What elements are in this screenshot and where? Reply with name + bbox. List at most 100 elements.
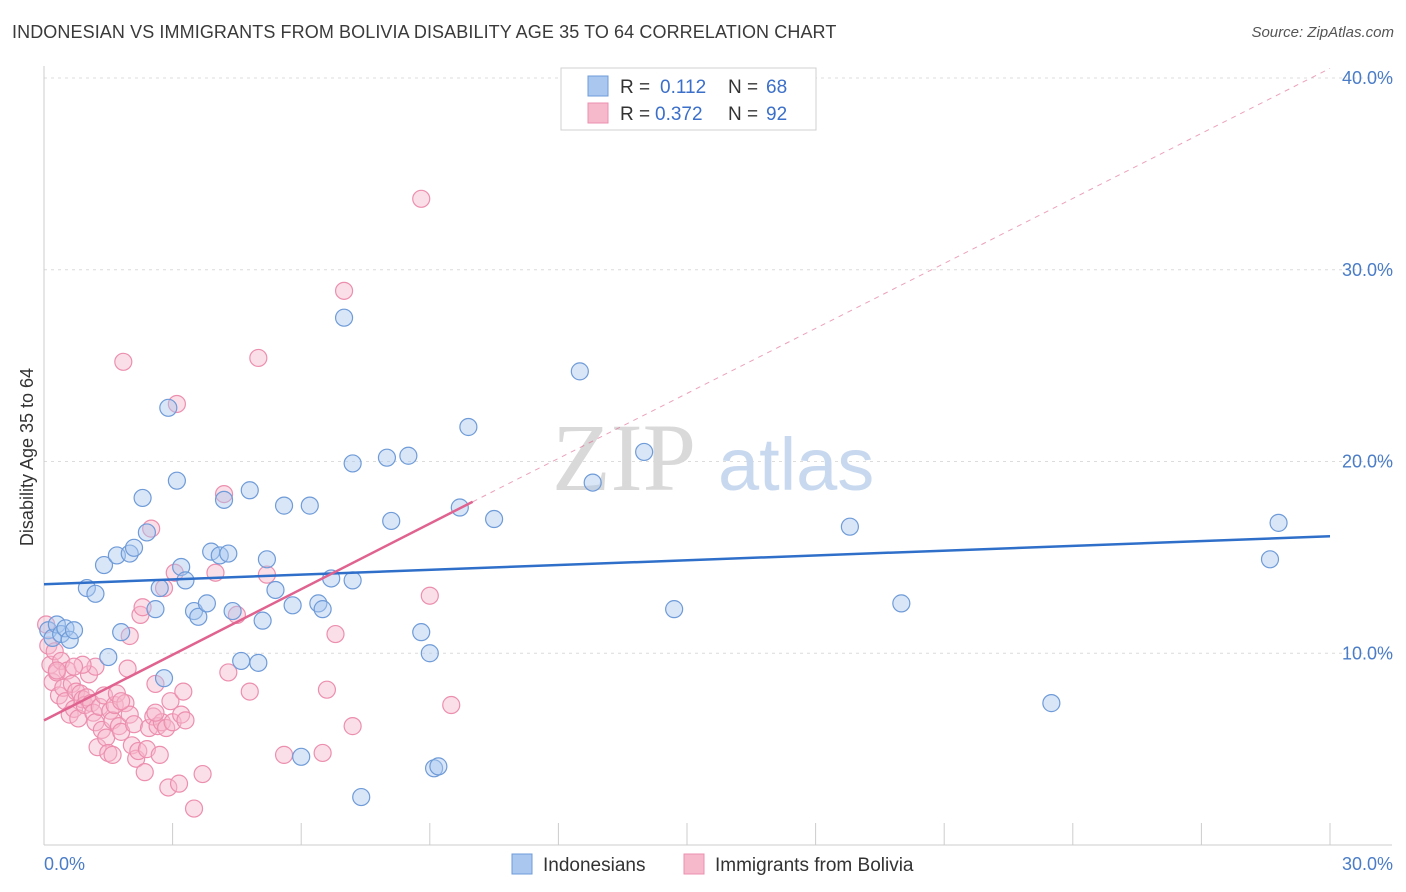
point-immigrants-from-bolivia bbox=[249, 348, 268, 368]
point-indonesians bbox=[429, 757, 448, 776]
point-indonesians bbox=[343, 454, 362, 473]
point-immigrants-from-bolivia bbox=[146, 703, 165, 722]
point-indonesians bbox=[154, 669, 174, 688]
point-immigrants-from-bolivia bbox=[184, 799, 204, 818]
y-tick-label: 10.0% bbox=[1342, 643, 1393, 663]
legend-swatch-pink bbox=[587, 102, 609, 124]
trend-lines bbox=[43, 67, 1331, 722]
point-indonesians bbox=[570, 362, 589, 381]
point-indonesians bbox=[266, 580, 285, 600]
point-immigrants-from-bolivia bbox=[120, 626, 139, 646]
bottom-legend: Indonesians Immigrants from Bolivia bbox=[511, 853, 914, 876]
trend-line-indonesians bbox=[43, 535, 1331, 586]
point-indonesians bbox=[892, 594, 911, 613]
point-indonesians bbox=[60, 630, 79, 649]
point-indonesians bbox=[343, 571, 362, 590]
grid-layer bbox=[44, 77, 1392, 654]
point-immigrants-from-bolivia bbox=[193, 764, 212, 784]
point-indonesians bbox=[189, 607, 208, 626]
point-indonesians bbox=[133, 488, 152, 508]
point-immigrants-from-bolivia bbox=[47, 661, 66, 680]
legend-n-value-2: 92 bbox=[766, 104, 787, 125]
point-immigrants-from-bolivia bbox=[159, 778, 178, 797]
point-indonesians bbox=[150, 578, 169, 598]
point-immigrants-from-bolivia bbox=[176, 711, 195, 730]
bottom-legend-swatch-pink bbox=[683, 853, 705, 875]
tick-labels: 10.0% 20.0% 30.0% 40.0% 0.0% 30.0% bbox=[44, 68, 1393, 874]
y-tick-label: 20.0% bbox=[1342, 452, 1393, 472]
point-immigrants-from-bolivia bbox=[124, 715, 144, 734]
point-immigrants-from-bolivia bbox=[64, 657, 84, 676]
trend-line-immigrants-from-bolivia bbox=[43, 500, 474, 722]
point-indonesians bbox=[257, 550, 277, 569]
point-immigrants-from-bolivia bbox=[420, 586, 439, 605]
point-indonesians bbox=[300, 496, 319, 515]
bottom-legend-label-indonesians: Indonesians bbox=[543, 855, 645, 876]
point-indonesians bbox=[1042, 694, 1061, 713]
point-indonesians bbox=[86, 584, 105, 603]
point-immigrants-from-bolivia bbox=[120, 705, 139, 724]
point-indonesians bbox=[94, 555, 114, 575]
point-immigrants-from-bolivia bbox=[343, 717, 362, 736]
point-indonesians bbox=[253, 611, 272, 630]
point-indonesians bbox=[167, 471, 186, 490]
point-indonesians bbox=[382, 511, 401, 531]
point-indonesians bbox=[249, 653, 268, 672]
point-immigrants-from-bolivia bbox=[103, 745, 122, 764]
point-indonesians bbox=[197, 594, 216, 613]
legend-r-label-1: R = bbox=[620, 77, 650, 98]
legend-n-label-2: N = bbox=[728, 104, 758, 125]
point-indonesians bbox=[146, 600, 165, 619]
point-immigrants-from-bolivia bbox=[112, 692, 131, 711]
point-indonesians bbox=[159, 398, 178, 417]
point-indonesians bbox=[292, 747, 311, 766]
point-immigrants-from-bolivia bbox=[412, 189, 431, 208]
legend-r-label-2: R = bbox=[620, 104, 650, 125]
point-immigrants-from-bolivia bbox=[214, 484, 234, 504]
point-immigrants-from-bolivia bbox=[150, 745, 169, 764]
point-indonesians bbox=[665, 600, 684, 619]
watermark: ZIP atlas bbox=[552, 404, 874, 511]
series-indonesians bbox=[39, 308, 1288, 807]
point-indonesians bbox=[334, 308, 354, 327]
point-immigrants-from-bolivia bbox=[135, 763, 154, 782]
chart-title: INDONESIAN VS IMMIGRANTS FROM BOLIVIA DI… bbox=[12, 22, 837, 42]
point-indonesians bbox=[313, 600, 332, 619]
point-immigrants-from-bolivia bbox=[274, 745, 294, 764]
y-axis-title: Disability Age 35 to 64 bbox=[17, 368, 37, 546]
watermark-atlas: atlas bbox=[718, 423, 874, 506]
source-credit: Source: ZipAtlas.com bbox=[1251, 24, 1394, 41]
point-indonesians bbox=[64, 621, 84, 640]
legend-swatch-blue bbox=[587, 75, 609, 97]
point-indonesians bbox=[485, 509, 504, 529]
point-indonesians bbox=[172, 557, 191, 577]
point-immigrants-from-bolivia bbox=[169, 774, 189, 793]
point-immigrants-from-bolivia bbox=[174, 682, 193, 701]
legend-n-value-1: 68 bbox=[766, 77, 787, 98]
point-indonesians bbox=[583, 473, 602, 492]
y-tick-label: 40.0% bbox=[1342, 68, 1393, 88]
point-indonesians bbox=[420, 644, 439, 663]
point-indonesians bbox=[223, 601, 242, 621]
bottom-legend-label-bolivia: Immigrants from Bolivia bbox=[715, 855, 914, 876]
point-immigrants-from-bolivia bbox=[161, 692, 180, 711]
point-immigrants-from-bolivia bbox=[45, 642, 64, 661]
point-indonesians bbox=[99, 647, 118, 667]
point-indonesians bbox=[459, 417, 478, 437]
legend-r-value-1: 0.112 bbox=[660, 77, 706, 98]
legend-n-label-1: N = bbox=[728, 77, 758, 98]
watermark-zip: ZIP bbox=[552, 404, 696, 511]
point-indonesians bbox=[1269, 513, 1288, 532]
point-immigrants-from-bolivia bbox=[326, 624, 345, 644]
point-indonesians bbox=[399, 446, 418, 465]
point-immigrants-from-bolivia bbox=[334, 281, 354, 300]
point-indonesians bbox=[240, 481, 259, 500]
point-indonesians bbox=[635, 442, 654, 462]
point-indonesians bbox=[1260, 550, 1280, 569]
legend-r-value-2: 0.372 bbox=[655, 104, 703, 125]
point-immigrants-from-bolivia bbox=[167, 394, 186, 414]
point-immigrants-from-bolivia bbox=[114, 352, 133, 371]
x-tick-label: 0.0% bbox=[44, 854, 85, 874]
point-indonesians bbox=[219, 544, 238, 563]
x-tick-label: 30.0% bbox=[1342, 854, 1393, 874]
